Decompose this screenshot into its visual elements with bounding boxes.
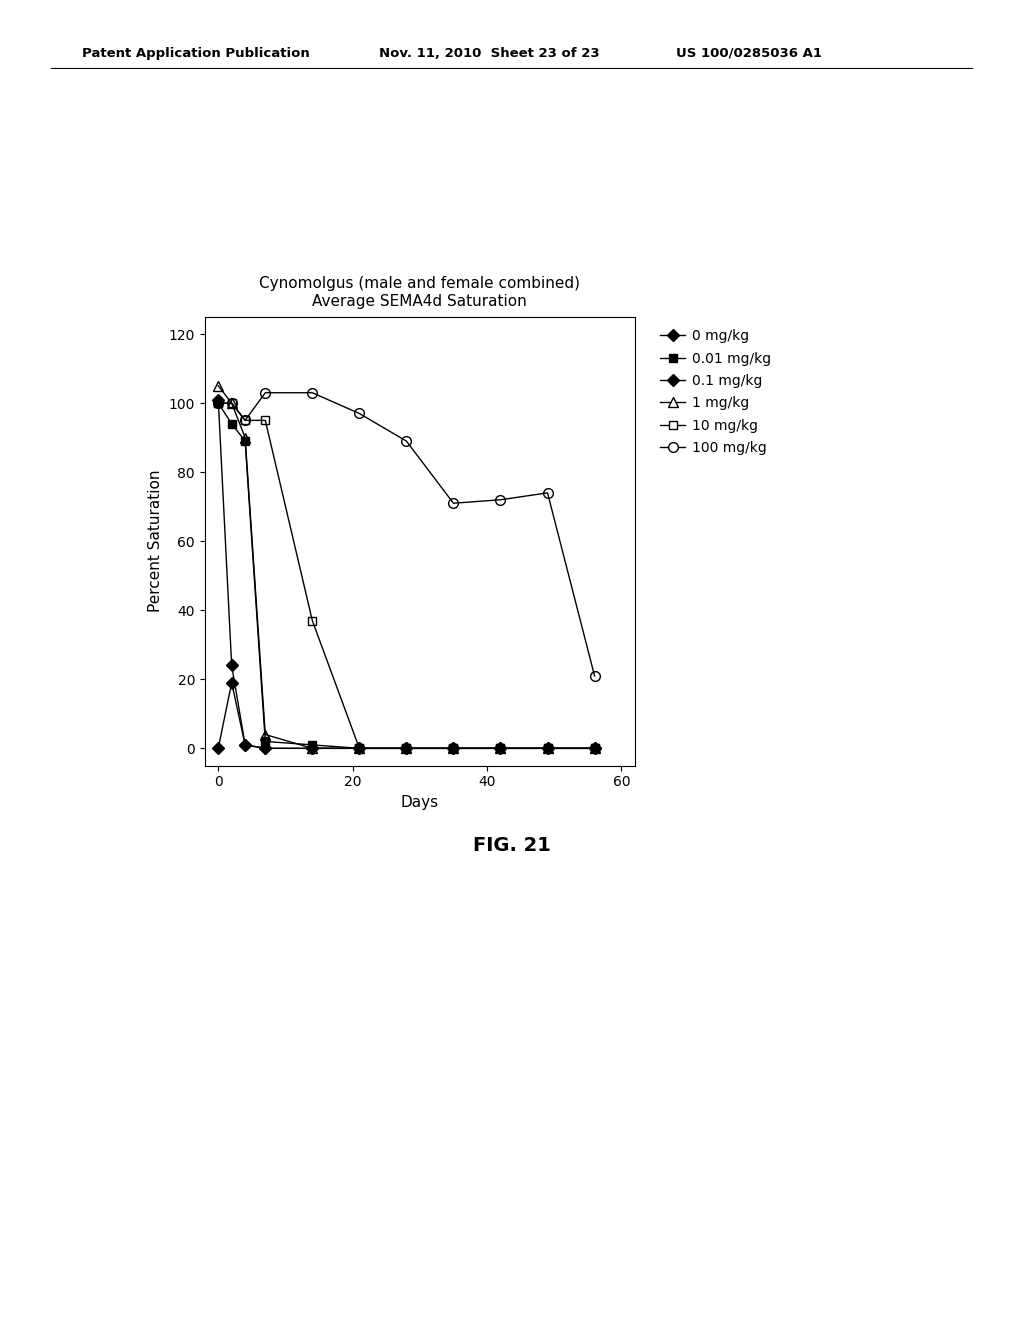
100 mg/kg — [542, 484, 554, 500]
Line: 100 mg/kg: 100 mg/kg — [213, 388, 599, 681]
0.01 mg/kg — [306, 737, 318, 752]
0.1 mg/kg — [353, 741, 366, 756]
0 mg/kg — [306, 741, 318, 756]
0.1 mg/kg — [400, 741, 413, 756]
Legend: 0 mg/kg, 0.01 mg/kg, 0.1 mg/kg, 1 mg/kg, 10 mg/kg, 100 mg/kg: 0 mg/kg, 0.01 mg/kg, 0.1 mg/kg, 1 mg/kg,… — [654, 323, 777, 461]
0 mg/kg — [212, 741, 224, 756]
1 mg/kg — [589, 741, 601, 756]
0.01 mg/kg — [542, 741, 554, 756]
0 mg/kg — [225, 675, 238, 690]
0.1 mg/kg — [447, 741, 460, 756]
1 mg/kg — [447, 741, 460, 756]
10 mg/kg — [542, 741, 554, 756]
0.1 mg/kg — [225, 657, 238, 673]
1 mg/kg — [542, 741, 554, 756]
Title: Cynomolgus (male and female combined)
Average SEMA4d Saturation: Cynomolgus (male and female combined) Av… — [259, 276, 581, 309]
1 mg/kg — [259, 726, 271, 742]
100 mg/kg — [589, 668, 601, 684]
0 mg/kg — [447, 741, 460, 756]
0.01 mg/kg — [212, 395, 224, 411]
1 mg/kg — [212, 378, 224, 393]
10 mg/kg — [400, 741, 413, 756]
1 mg/kg — [306, 741, 318, 756]
Line: 1 mg/kg: 1 mg/kg — [213, 381, 599, 754]
Text: US 100/0285036 A1: US 100/0285036 A1 — [676, 46, 822, 59]
10 mg/kg — [239, 412, 251, 428]
1 mg/kg — [400, 741, 413, 756]
10 mg/kg — [495, 741, 507, 756]
0.01 mg/kg — [239, 433, 251, 449]
100 mg/kg — [306, 385, 318, 401]
0.1 mg/kg — [306, 741, 318, 756]
Text: Patent Application Publication: Patent Application Publication — [82, 46, 309, 59]
0.01 mg/kg — [447, 741, 460, 756]
0.1 mg/kg — [542, 741, 554, 756]
1 mg/kg — [239, 430, 251, 446]
10 mg/kg — [306, 612, 318, 628]
100 mg/kg — [353, 405, 366, 421]
X-axis label: Days: Days — [400, 795, 439, 810]
Line: 10 mg/kg: 10 mg/kg — [214, 399, 599, 752]
0 mg/kg — [589, 741, 601, 756]
10 mg/kg — [353, 741, 366, 756]
1 mg/kg — [225, 395, 238, 411]
Line: 0 mg/kg: 0 mg/kg — [214, 678, 599, 752]
0.1 mg/kg — [239, 737, 251, 752]
100 mg/kg — [212, 395, 224, 411]
10 mg/kg — [447, 741, 460, 756]
0.01 mg/kg — [400, 741, 413, 756]
10 mg/kg — [212, 395, 224, 411]
0.1 mg/kg — [259, 741, 271, 756]
Line: 0.01 mg/kg: 0.01 mg/kg — [214, 399, 599, 752]
100 mg/kg — [239, 412, 251, 428]
0 mg/kg — [542, 741, 554, 756]
0.1 mg/kg — [212, 392, 224, 408]
0 mg/kg — [239, 737, 251, 752]
Text: Nov. 11, 2010  Sheet 23 of 23: Nov. 11, 2010 Sheet 23 of 23 — [379, 46, 599, 59]
100 mg/kg — [225, 395, 238, 411]
1 mg/kg — [353, 741, 366, 756]
10 mg/kg — [589, 741, 601, 756]
10 mg/kg — [225, 395, 238, 411]
0 mg/kg — [400, 741, 413, 756]
0 mg/kg — [353, 741, 366, 756]
10 mg/kg — [259, 412, 271, 428]
1 mg/kg — [495, 741, 507, 756]
100 mg/kg — [447, 495, 460, 511]
Line: 0.1 mg/kg: 0.1 mg/kg — [214, 396, 599, 752]
0.01 mg/kg — [225, 416, 238, 432]
0.01 mg/kg — [495, 741, 507, 756]
100 mg/kg — [495, 492, 507, 508]
100 mg/kg — [400, 433, 413, 449]
Y-axis label: Percent Saturation: Percent Saturation — [148, 470, 163, 612]
0 mg/kg — [259, 741, 271, 756]
Text: FIG. 21: FIG. 21 — [473, 837, 551, 855]
0 mg/kg — [495, 741, 507, 756]
0.01 mg/kg — [353, 741, 366, 756]
0.01 mg/kg — [589, 741, 601, 756]
0.1 mg/kg — [589, 741, 601, 756]
0.1 mg/kg — [495, 741, 507, 756]
100 mg/kg — [259, 385, 271, 401]
0.01 mg/kg — [259, 734, 271, 750]
